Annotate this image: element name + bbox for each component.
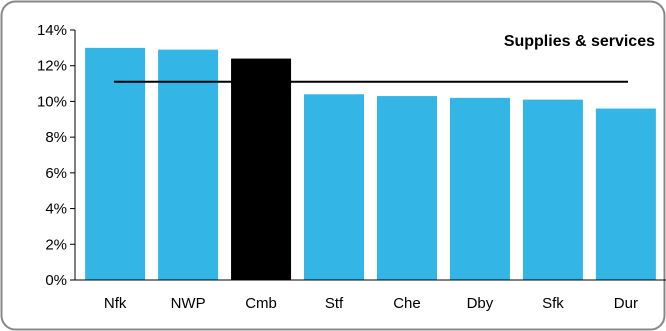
x-tick-label: Dur: [614, 295, 638, 312]
x-tick-label: NWP: [171, 295, 206, 312]
x-tick-label: Che: [393, 295, 421, 312]
y-axis: 0% 2% 4% 6% 8% 10% 12% 14%: [37, 22, 76, 289]
x-axis: Nfk NWP Cmb Stf Che Dby Sfk Dur: [75, 279, 666, 312]
y-tick-label: 14%: [37, 22, 67, 39]
bar-stf: [304, 94, 365, 281]
bar-che: [376, 96, 437, 280]
x-tick-label: Cmb: [245, 295, 277, 312]
bars: [85, 47, 656, 281]
x-tick-label: Dby: [467, 295, 494, 312]
y-tick-label: 10%: [37, 93, 67, 110]
bar-nwp: [158, 49, 219, 281]
y-tick-label: 6%: [45, 165, 67, 182]
x-tick-label: Stf: [325, 295, 344, 312]
y-tick-label: 12%: [37, 58, 67, 75]
y-tick-label: 4%: [45, 201, 67, 218]
bar-sfk: [522, 99, 583, 281]
x-tick-label: Nfk: [104, 295, 127, 312]
bar-dby: [449, 97, 510, 280]
y-tick-label: 0%: [45, 272, 67, 289]
y-tick-label: 8%: [45, 129, 67, 146]
bar-cmb: [231, 58, 292, 281]
chart-title: Supplies & services: [504, 33, 655, 50]
x-tick-label: Sfk: [542, 295, 564, 312]
y-tick-label: 2%: [45, 236, 67, 253]
bar-nfk: [85, 47, 146, 280]
bar-dur: [595, 108, 656, 280]
